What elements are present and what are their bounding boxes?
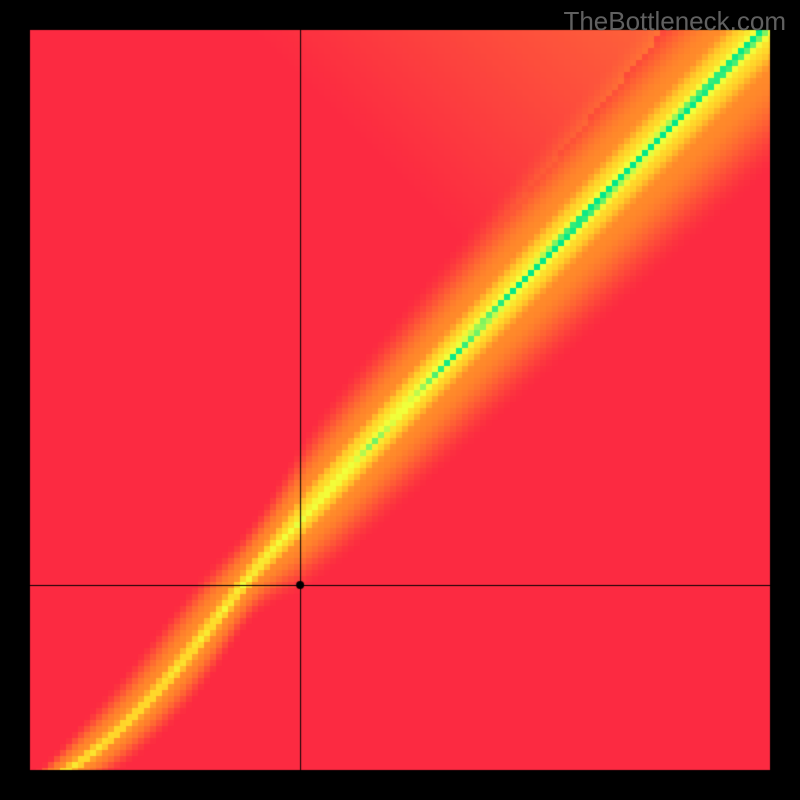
bottleneck-heatmap [0, 0, 800, 800]
